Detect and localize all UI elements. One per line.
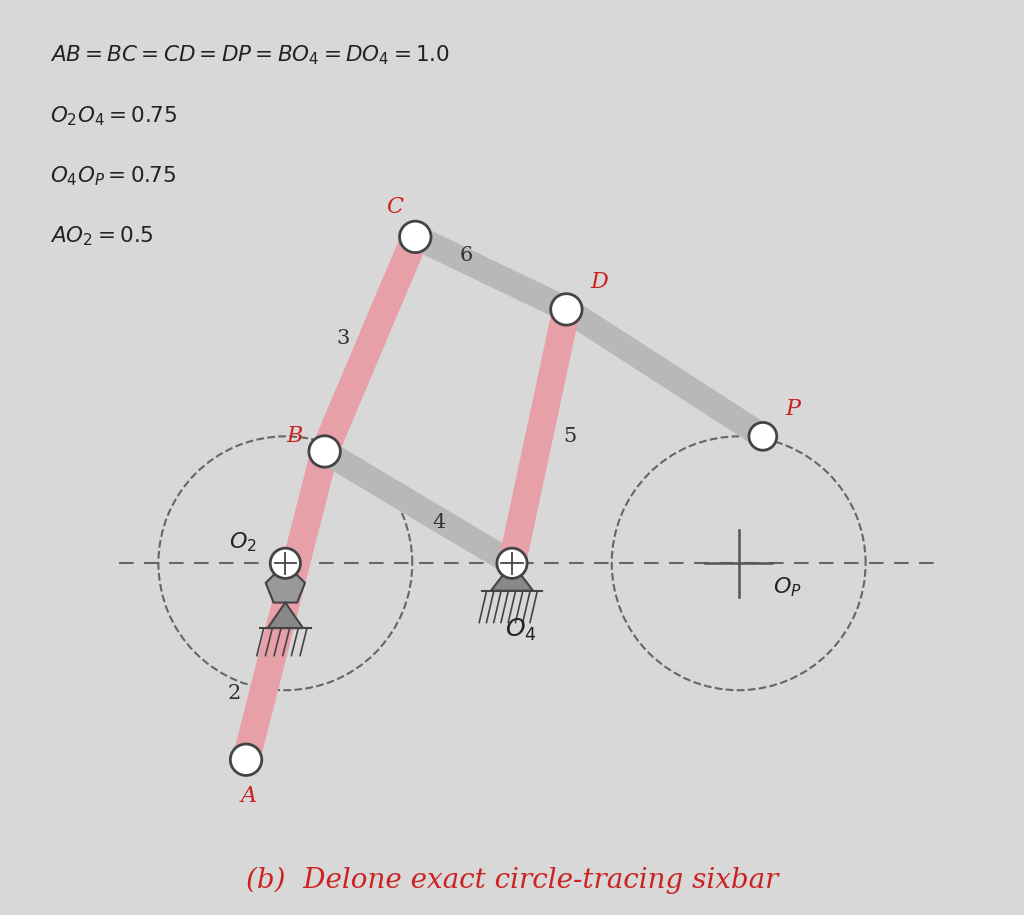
Text: C: C <box>386 196 402 218</box>
Text: $AO_2 = 0.5$: $AO_2 = 0.5$ <box>49 225 154 248</box>
Text: $O_2$: $O_2$ <box>229 531 257 554</box>
Text: 5: 5 <box>563 426 577 446</box>
Text: (b)  Delone exact circle-tracing sixbar: (b) Delone exact circle-tracing sixbar <box>246 867 778 894</box>
Text: $O_4$: $O_4$ <box>505 617 537 643</box>
Text: D: D <box>591 271 608 293</box>
Text: A: A <box>241 785 257 807</box>
Circle shape <box>230 744 262 775</box>
Text: $O_2O_4 = 0.75$: $O_2O_4 = 0.75$ <box>49 104 176 127</box>
Circle shape <box>270 548 300 578</box>
Text: 4: 4 <box>433 513 446 532</box>
Polygon shape <box>265 564 305 603</box>
Circle shape <box>497 548 527 578</box>
Polygon shape <box>267 603 303 628</box>
Text: 2: 2 <box>228 684 242 703</box>
Polygon shape <box>490 564 534 591</box>
Text: $O_4O_P = 0.75$: $O_4O_P = 0.75$ <box>49 165 176 188</box>
Text: B: B <box>287 425 302 447</box>
Text: P: P <box>785 398 801 420</box>
Text: 3: 3 <box>336 328 349 348</box>
Circle shape <box>399 221 431 253</box>
Text: 6: 6 <box>460 245 473 264</box>
Circle shape <box>551 294 582 325</box>
Circle shape <box>309 436 340 468</box>
Text: $AB = BC = CD = DP = BO_4 = DO_4 = 1.0$: $AB = BC = CD = DP = BO_4 = DO_4 = 1.0$ <box>49 43 450 67</box>
Circle shape <box>749 423 777 450</box>
Text: $O_P$: $O_P$ <box>773 576 802 599</box>
